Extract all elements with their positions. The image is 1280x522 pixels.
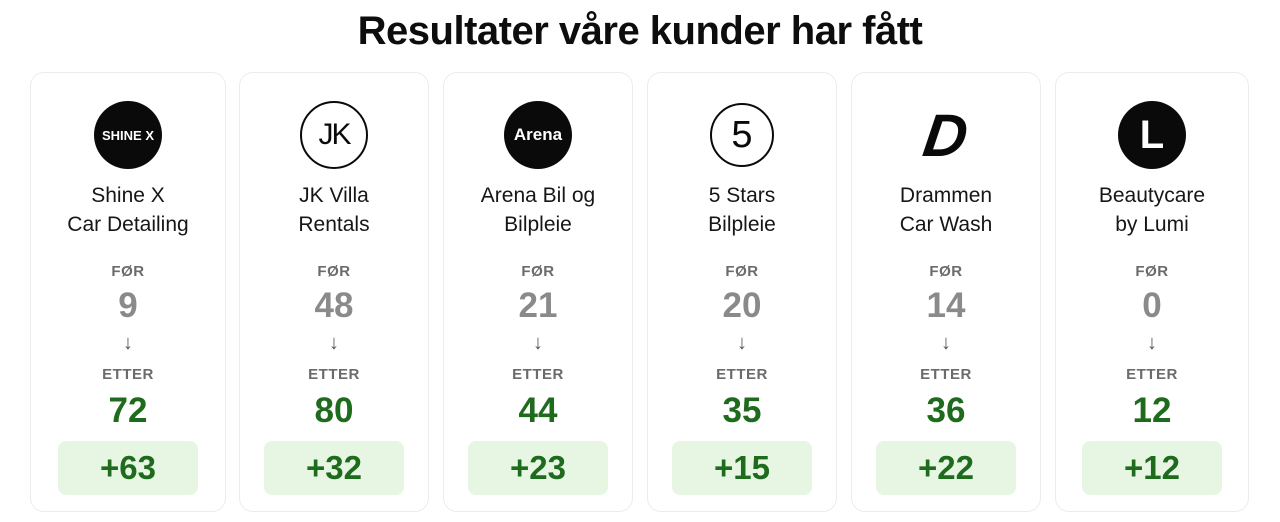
drammen-logo: D xyxy=(912,101,980,169)
before-label: FØR xyxy=(929,263,963,280)
arena-logo: Arena xyxy=(504,101,572,169)
before-label: FØR xyxy=(1135,263,1169,280)
company-name: Arena Bil og Bilpleie xyxy=(444,181,632,239)
company-name-line2: Bilpleie xyxy=(708,213,776,236)
company-name-line1: Drammen xyxy=(899,184,993,207)
company-name-line1: Arena Bil og xyxy=(480,184,596,207)
before-value: 0 xyxy=(1142,286,1162,325)
company-name-line1: Shine X xyxy=(91,184,165,207)
logo-text: D xyxy=(919,101,973,169)
arrow-down-icon: ↓ xyxy=(123,332,133,354)
after-label: ETTER xyxy=(102,366,154,383)
five-stars-logo: 5 xyxy=(710,103,774,167)
arrow-down-icon: ↓ xyxy=(329,332,339,354)
logo-text: Arena xyxy=(513,125,563,144)
after-value: 80 xyxy=(314,391,354,430)
arrow-down-icon: ↓ xyxy=(941,332,951,354)
after-label: ETTER xyxy=(920,366,972,383)
logo-text: L xyxy=(1139,112,1165,157)
before-value: 14 xyxy=(926,286,966,325)
delta-badge: +63 xyxy=(58,441,198,495)
before-label: FØR xyxy=(725,263,759,280)
result-card-arena: Arena Arena Bil og Bilpleie FØR 21 ↓ ETT… xyxy=(443,72,633,512)
result-card-jk-villa: JK JK Villa Rentals FØR 48 ↓ ETTER 80 +3… xyxy=(239,72,429,512)
arrow-down-icon: ↓ xyxy=(737,332,747,354)
before-value: 48 xyxy=(314,286,354,325)
result-card-drammen: D Drammen Car Wash FØR 14 ↓ ETTER 36 +22 xyxy=(851,72,1041,512)
company-name-line1: 5 Stars xyxy=(708,184,776,207)
delta-badge: +12 xyxy=(1082,441,1222,495)
after-value: 12 xyxy=(1132,391,1172,430)
delta-badge: +22 xyxy=(876,441,1016,495)
shine-x-logo: SHINE X xyxy=(94,101,162,169)
result-card-5-stars: 5 5 Stars Bilpleie FØR 20 ↓ ETTER 35 +15 xyxy=(647,72,837,512)
logo-text: 5 xyxy=(731,113,753,156)
company-name-line1: JK Villa xyxy=(299,184,369,207)
after-value: 35 xyxy=(722,391,762,430)
delta-badge: +23 xyxy=(468,441,608,495)
before-label: FØR xyxy=(317,263,351,280)
logo-text: SHINE X xyxy=(101,127,154,143)
company-name-line2: Rentals xyxy=(298,213,370,236)
lumi-logo: L xyxy=(1118,101,1186,169)
after-label: ETTER xyxy=(716,366,768,383)
result-card-beautycare: L Beautycare by Lumi FØR 0 ↓ ETTER 12 +1… xyxy=(1055,72,1249,512)
after-value: 36 xyxy=(926,391,966,430)
arrow-down-icon: ↓ xyxy=(533,332,543,354)
company-name-line2: Car Detailing xyxy=(67,213,189,236)
after-value: 72 xyxy=(108,391,148,430)
company-name: Drammen Car Wash xyxy=(852,181,1040,239)
result-card-shine-x: SHINE X Shine X Car Detailing FØR 9 ↓ ET… xyxy=(30,72,226,512)
after-label: ETTER xyxy=(308,366,360,383)
delta-badge: +15 xyxy=(672,441,812,495)
company-name-line2: by Lumi xyxy=(1115,213,1189,236)
before-label: FØR xyxy=(111,263,145,280)
delta-badge: +32 xyxy=(264,441,404,495)
company-name: 5 Stars Bilpleie xyxy=(648,181,836,239)
page-title: Resultater våre kunder har fått xyxy=(357,9,923,53)
after-label: ETTER xyxy=(1126,366,1178,383)
company-name: Beautycare by Lumi xyxy=(1056,181,1248,239)
before-label: FØR xyxy=(521,263,555,280)
after-value: 44 xyxy=(518,391,558,430)
before-value: 20 xyxy=(722,286,762,325)
company-name: JK Villa Rentals xyxy=(240,181,428,239)
company-name-line1: Beautycare xyxy=(1098,184,1206,207)
company-name-line2: Bilpleie xyxy=(504,213,572,236)
before-value: 21 xyxy=(518,286,558,325)
company-name-line2: Car Wash xyxy=(899,213,993,236)
before-value: 9 xyxy=(118,286,138,325)
company-name: Shine X Car Detailing xyxy=(31,181,225,239)
arrow-down-icon: ↓ xyxy=(1147,332,1157,354)
jk-logo: JK xyxy=(300,101,368,169)
logo-text: JK xyxy=(318,118,351,151)
after-label: ETTER xyxy=(512,366,564,383)
